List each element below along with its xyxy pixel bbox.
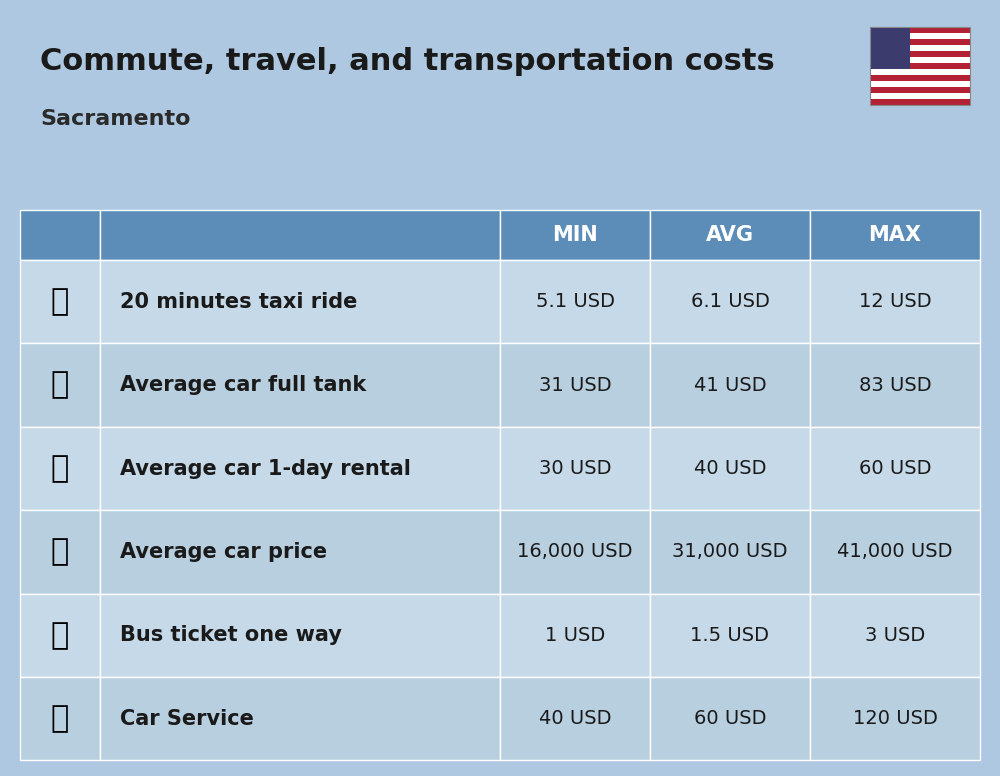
FancyBboxPatch shape [870, 87, 970, 93]
FancyBboxPatch shape [500, 260, 650, 343]
Text: Bus ticket one way: Bus ticket one way [120, 625, 342, 646]
FancyBboxPatch shape [810, 511, 980, 594]
FancyBboxPatch shape [500, 677, 650, 760]
FancyBboxPatch shape [650, 210, 810, 260]
FancyBboxPatch shape [650, 343, 810, 427]
Text: MAX: MAX [868, 225, 922, 244]
Text: 🚙: 🚙 [51, 454, 69, 483]
FancyBboxPatch shape [650, 511, 810, 594]
FancyBboxPatch shape [870, 27, 970, 33]
FancyBboxPatch shape [20, 594, 100, 677]
FancyBboxPatch shape [100, 343, 500, 427]
Text: 40 USD: 40 USD [694, 459, 766, 478]
Text: 16,000 USD: 16,000 USD [517, 542, 633, 561]
FancyBboxPatch shape [20, 677, 100, 760]
Text: 60 USD: 60 USD [859, 459, 931, 478]
Text: Average car 1-day rental: Average car 1-day rental [120, 459, 411, 479]
FancyBboxPatch shape [500, 511, 650, 594]
FancyBboxPatch shape [810, 260, 980, 343]
Text: Average car full tank: Average car full tank [120, 375, 366, 395]
Text: MIN: MIN [552, 225, 598, 244]
Text: 83 USD: 83 USD [859, 376, 931, 394]
FancyBboxPatch shape [870, 99, 970, 105]
FancyBboxPatch shape [870, 33, 970, 39]
Text: 🚕: 🚕 [51, 287, 69, 316]
Text: Average car price: Average car price [120, 542, 327, 562]
Text: 3 USD: 3 USD [865, 626, 925, 645]
FancyBboxPatch shape [20, 210, 100, 260]
FancyBboxPatch shape [810, 594, 980, 677]
Text: 6.1 USD: 6.1 USD [691, 293, 769, 311]
FancyBboxPatch shape [100, 677, 500, 760]
FancyBboxPatch shape [100, 427, 500, 511]
FancyBboxPatch shape [870, 27, 910, 69]
FancyBboxPatch shape [650, 427, 810, 511]
Text: 5.1 USD: 5.1 USD [536, 293, 614, 311]
FancyBboxPatch shape [870, 57, 970, 63]
FancyBboxPatch shape [500, 594, 650, 677]
FancyBboxPatch shape [810, 343, 980, 427]
FancyBboxPatch shape [20, 260, 100, 343]
FancyBboxPatch shape [810, 677, 980, 760]
Text: 41 USD: 41 USD [694, 376, 766, 394]
FancyBboxPatch shape [870, 93, 970, 99]
Text: 🔧: 🔧 [51, 705, 69, 733]
FancyBboxPatch shape [20, 511, 100, 594]
Text: 40 USD: 40 USD [539, 709, 611, 728]
Text: 41,000 USD: 41,000 USD [837, 542, 953, 561]
FancyBboxPatch shape [20, 427, 100, 511]
FancyBboxPatch shape [870, 63, 970, 69]
FancyBboxPatch shape [100, 511, 500, 594]
FancyBboxPatch shape [100, 210, 500, 260]
FancyBboxPatch shape [650, 594, 810, 677]
FancyBboxPatch shape [100, 594, 500, 677]
FancyBboxPatch shape [870, 69, 970, 75]
Text: 🚗: 🚗 [51, 538, 69, 566]
Text: Car Service: Car Service [120, 708, 254, 729]
FancyBboxPatch shape [500, 343, 650, 427]
Text: 31 USD: 31 USD [539, 376, 611, 394]
FancyBboxPatch shape [100, 260, 500, 343]
Text: 30 USD: 30 USD [539, 459, 611, 478]
FancyBboxPatch shape [650, 260, 810, 343]
FancyBboxPatch shape [870, 45, 970, 51]
Text: 12 USD: 12 USD [859, 293, 931, 311]
FancyBboxPatch shape [810, 210, 980, 260]
FancyBboxPatch shape [500, 210, 650, 260]
FancyBboxPatch shape [870, 81, 970, 87]
Text: 🚌: 🚌 [51, 621, 69, 650]
Text: 1.5 USD: 1.5 USD [690, 626, 770, 645]
Text: 31,000 USD: 31,000 USD [672, 542, 788, 561]
Text: 120 USD: 120 USD [853, 709, 937, 728]
Text: Sacramento: Sacramento [40, 109, 190, 129]
Text: ⛽: ⛽ [51, 371, 69, 400]
FancyBboxPatch shape [810, 427, 980, 511]
FancyBboxPatch shape [870, 75, 970, 81]
Text: Commute, travel, and transportation costs: Commute, travel, and transportation cost… [40, 47, 775, 75]
Text: 60 USD: 60 USD [694, 709, 766, 728]
Text: 20 minutes taxi ride: 20 minutes taxi ride [120, 292, 357, 312]
FancyBboxPatch shape [500, 427, 650, 511]
FancyBboxPatch shape [870, 39, 970, 45]
FancyBboxPatch shape [20, 343, 100, 427]
FancyBboxPatch shape [870, 51, 970, 57]
Text: 1 USD: 1 USD [545, 626, 605, 645]
FancyBboxPatch shape [650, 677, 810, 760]
Text: AVG: AVG [706, 225, 754, 244]
